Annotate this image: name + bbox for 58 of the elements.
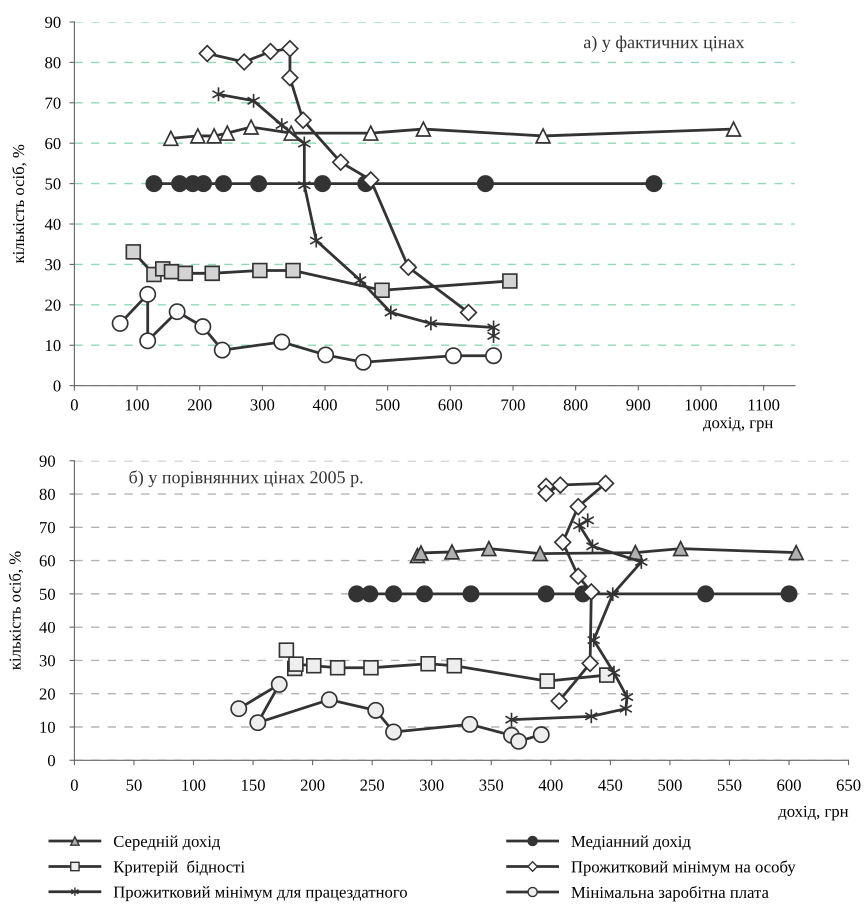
x-tick-label: 300	[250, 399, 274, 411]
y-tick-label: 80	[45, 57, 61, 68]
x-tick-label: 350	[480, 780, 504, 791]
x-tick-label: 200	[188, 399, 212, 411]
x-tick-label: 1000	[686, 399, 717, 411]
x-tick-label: 900	[626, 399, 650, 411]
x-tick-label: 0	[70, 780, 78, 791]
x-tick-label: 650	[836, 780, 860, 791]
x-tick-label: 1100	[748, 399, 780, 411]
y-tick-label: 30	[45, 259, 61, 270]
y-tick-label: 0	[48, 754, 56, 766]
x-axis-title: дохід, грн	[778, 806, 848, 820]
x-tick-label: 550	[718, 780, 742, 791]
y-axis-title: кількість осіб, %	[8, 551, 24, 670]
y-tick-label: 60	[40, 555, 56, 567]
y-tick-label: 40	[44, 218, 61, 230]
legend-label: Середній дохід	[114, 835, 220, 850]
x-tick-label: 250	[360, 780, 384, 791]
legend-label: Медіанний дохід	[571, 835, 691, 850]
y-tick-label: 80	[40, 488, 56, 500]
x-tick-label: 400	[538, 780, 563, 791]
x-tick-label: 100	[126, 399, 149, 411]
y-tick-label: 90	[40, 455, 56, 467]
x-tick-label: 200	[300, 780, 324, 791]
annotation: а) у фактичних цінах	[584, 36, 744, 52]
legend-label: Мінімальна заробітна плата	[571, 886, 769, 902]
annotation: б) у порівнянних цінах 2005 р.	[129, 470, 362, 488]
y-tick-label: 30	[40, 655, 56, 666]
y-tick-label: 60	[45, 138, 61, 150]
x-tick-label: 100	[182, 780, 206, 791]
y-tick-label: 90	[45, 16, 61, 28]
y-tick-label: 10	[46, 340, 61, 352]
x-tick-label: 500	[376, 399, 400, 411]
y-tick-label: 20	[45, 300, 61, 311]
x-tick-label: 450	[598, 780, 622, 791]
y-tick-label: 70	[40, 522, 56, 534]
y-axis-title: кількість осіб, %	[12, 144, 27, 264]
x-tick-label: 400	[312, 399, 337, 411]
y-tick-label: 10	[40, 722, 56, 733]
legend-label: Прожитковий мінімум для працездатного	[114, 886, 407, 902]
y-tick-label: 70	[46, 97, 61, 109]
x-tick-label: 50	[126, 780, 142, 791]
x-tick-label: 700	[502, 399, 525, 411]
legend-label: Прожитковий мінімум на особу	[571, 860, 796, 876]
y-tick-label: 50	[40, 588, 56, 600]
legend-label: Критерій бідності	[114, 860, 245, 876]
y-tick-label: 50	[46, 178, 61, 190]
y-tick-label: 20	[40, 688, 56, 700]
x-tick-label: 600	[438, 399, 462, 411]
y-tick-label: 0	[54, 380, 61, 392]
y-tick-label: 40	[39, 622, 56, 634]
x-tick-label: 800	[564, 399, 588, 411]
x-axis-title: дохід, грн	[703, 417, 773, 432]
x-tick-label: 150	[242, 780, 265, 791]
x-tick-label: 600	[777, 780, 801, 791]
x-tick-label: 0	[70, 399, 78, 411]
x-tick-label: 500	[658, 780, 682, 791]
x-tick-label: 300	[420, 780, 444, 791]
